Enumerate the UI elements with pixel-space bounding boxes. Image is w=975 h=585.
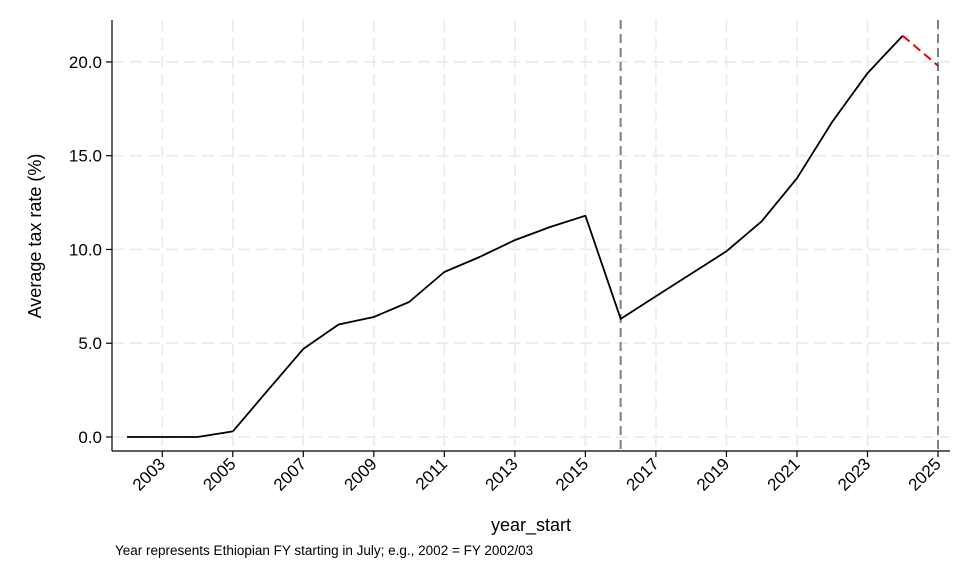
series-line-actual: [127, 35, 904, 438]
series-line-projection: [902, 34, 939, 67]
x-tick-label: 2019: [693, 454, 733, 494]
x-tick-label: 2013: [482, 454, 522, 494]
y-tick-label: 0.0: [78, 428, 102, 447]
x-tick-label: 2007: [270, 454, 310, 494]
y-tick-label: 10.0: [69, 240, 102, 259]
y-tick-label: 5.0: [78, 334, 102, 353]
x-tick-label: 2015: [552, 454, 592, 494]
x-axis-label: year_start: [491, 515, 571, 536]
x-tick-label: 2011: [412, 454, 451, 493]
chart-note: Year represents Ethiopian FY starting in…: [115, 543, 533, 558]
x-ticks: 2003 2005 2007 2009 2011 2013 2015 2017 2019 2021…: [129, 451, 945, 495]
x-tick-label: 2025: [905, 454, 945, 494]
y-tick-label: 15.0: [69, 147, 102, 166]
x-tick-label: 2017: [623, 454, 663, 494]
x-tick-label: 2003: [129, 454, 169, 494]
reference-lines: [619, 20, 939, 451]
x-tick-label: 2021: [764, 454, 804, 494]
x-tick-label: 2023: [834, 454, 874, 494]
grid: [112, 20, 950, 451]
y-tick-label: 20.0: [69, 53, 102, 72]
series-group: [127, 34, 939, 438]
axes: [111, 20, 950, 452]
x-tick-label: 2009: [340, 454, 380, 494]
y-ticks: 0.0 5.0 10.0 15.0 20.0: [69, 53, 112, 447]
y-axis-label: Average tax rate (%): [25, 154, 45, 319]
x-tick-label: 2005: [199, 454, 239, 494]
